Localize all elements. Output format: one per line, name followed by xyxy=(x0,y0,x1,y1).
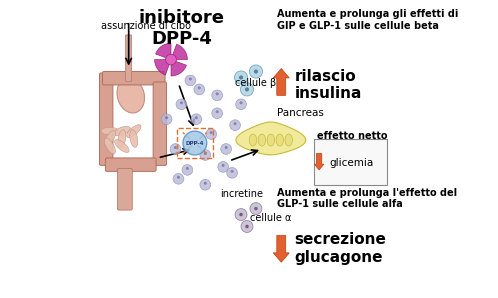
FancyArrow shape xyxy=(273,235,289,262)
Ellipse shape xyxy=(117,78,144,113)
Circle shape xyxy=(206,129,217,139)
Text: incretine: incretine xyxy=(220,189,263,199)
Text: Pancreas: Pancreas xyxy=(277,108,324,118)
Circle shape xyxy=(218,162,229,172)
Text: effetto netto: effetto netto xyxy=(317,131,387,141)
Circle shape xyxy=(176,99,187,110)
Text: Aumenta e prolunga l'effetto del
GLP-1 sulle cellule alfa: Aumenta e prolunga l'effetto del GLP-1 s… xyxy=(277,188,457,209)
Circle shape xyxy=(186,167,189,170)
Circle shape xyxy=(254,69,258,74)
Circle shape xyxy=(198,86,201,89)
Circle shape xyxy=(225,146,228,149)
Text: DPP-4: DPP-4 xyxy=(186,141,204,145)
Circle shape xyxy=(174,146,177,149)
Ellipse shape xyxy=(105,138,116,154)
Circle shape xyxy=(216,92,219,95)
Text: Aumenta e prolunga gli effetti di
GIP e GLP-1 sulle cellule beta: Aumenta e prolunga gli effetti di GIP e … xyxy=(277,9,458,30)
Circle shape xyxy=(166,54,176,65)
Circle shape xyxy=(177,176,180,179)
Circle shape xyxy=(182,164,193,175)
Ellipse shape xyxy=(118,130,126,148)
Circle shape xyxy=(170,144,181,154)
FancyBboxPatch shape xyxy=(118,168,132,210)
Ellipse shape xyxy=(276,134,283,146)
Wedge shape xyxy=(171,44,187,60)
Circle shape xyxy=(239,75,243,80)
Text: rilascio
insulina: rilascio insulina xyxy=(295,69,362,101)
Text: secrezione
glucagone: secrezione glucagone xyxy=(295,232,386,265)
Circle shape xyxy=(185,75,196,86)
Circle shape xyxy=(161,114,172,125)
Circle shape xyxy=(221,144,232,154)
Ellipse shape xyxy=(267,134,274,146)
FancyBboxPatch shape xyxy=(125,35,131,81)
FancyArrow shape xyxy=(314,153,324,170)
Circle shape xyxy=(200,179,211,190)
Circle shape xyxy=(200,150,211,160)
FancyBboxPatch shape xyxy=(100,73,113,165)
FancyBboxPatch shape xyxy=(314,139,387,185)
Ellipse shape xyxy=(126,125,141,138)
Circle shape xyxy=(234,122,237,125)
Circle shape xyxy=(180,101,183,104)
Ellipse shape xyxy=(101,128,119,135)
Circle shape xyxy=(222,164,225,167)
Circle shape xyxy=(189,77,192,80)
Text: glicemia: glicemia xyxy=(329,158,373,168)
Circle shape xyxy=(227,167,238,178)
Circle shape xyxy=(245,87,249,91)
Circle shape xyxy=(210,131,213,134)
Circle shape xyxy=(235,71,248,84)
Ellipse shape xyxy=(285,134,292,146)
FancyBboxPatch shape xyxy=(106,158,156,171)
Circle shape xyxy=(195,116,198,119)
Wedge shape xyxy=(155,43,171,60)
FancyBboxPatch shape xyxy=(103,72,165,85)
Circle shape xyxy=(241,83,253,96)
Circle shape xyxy=(236,99,247,110)
Circle shape xyxy=(240,101,243,104)
Text: assunzione di cibo: assunzione di cibo xyxy=(101,21,191,31)
Circle shape xyxy=(239,213,243,216)
Ellipse shape xyxy=(258,134,265,146)
Circle shape xyxy=(212,90,223,101)
Ellipse shape xyxy=(114,126,130,136)
Circle shape xyxy=(235,209,247,221)
Circle shape xyxy=(173,173,184,184)
Polygon shape xyxy=(236,122,306,155)
Circle shape xyxy=(230,120,241,131)
Text: inibitore
DPP-4: inibitore DPP-4 xyxy=(138,9,225,48)
FancyBboxPatch shape xyxy=(153,82,166,165)
Text: cellule α: cellule α xyxy=(250,212,291,223)
Circle shape xyxy=(191,114,202,125)
Circle shape xyxy=(165,116,168,119)
Ellipse shape xyxy=(249,134,256,146)
FancyArrow shape xyxy=(273,69,289,95)
Circle shape xyxy=(241,221,253,232)
Ellipse shape xyxy=(115,139,129,153)
Circle shape xyxy=(212,108,223,119)
Circle shape xyxy=(204,182,207,185)
Circle shape xyxy=(183,131,207,155)
Circle shape xyxy=(204,152,207,155)
Circle shape xyxy=(250,203,262,215)
Circle shape xyxy=(231,170,234,173)
Text: cellule β: cellule β xyxy=(235,78,276,89)
Circle shape xyxy=(254,207,258,210)
Wedge shape xyxy=(171,60,186,76)
Circle shape xyxy=(245,225,249,228)
Ellipse shape xyxy=(105,131,116,147)
Circle shape xyxy=(249,65,262,78)
Ellipse shape xyxy=(130,130,138,148)
Circle shape xyxy=(194,84,205,95)
Wedge shape xyxy=(154,60,171,75)
Circle shape xyxy=(216,110,219,113)
